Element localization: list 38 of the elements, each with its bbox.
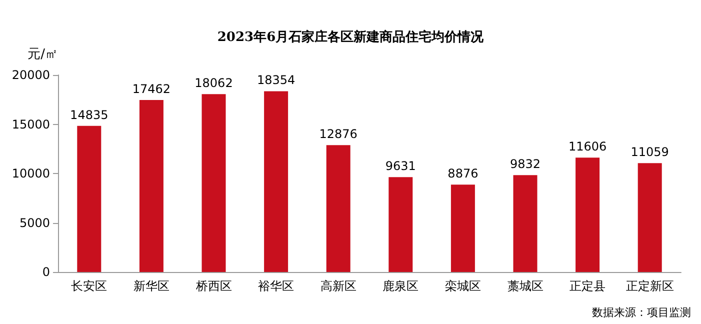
x-tick-label: 高新区 [320, 279, 356, 293]
bar [388, 177, 413, 272]
x-tick-label: 裕华区 [258, 279, 294, 293]
bar [576, 158, 600, 272]
data-label: 11606 [568, 140, 607, 154]
y-tick-label: 10000 [12, 166, 50, 180]
bar [264, 91, 288, 272]
data-label: 11059 [630, 145, 669, 160]
y-tick-label: 0 [42, 265, 50, 279]
data-label: 9832 [510, 157, 541, 172]
data-label: 18354 [256, 73, 296, 88]
x-tick-label: 桥西区 [194, 279, 232, 293]
y-axis-title: 元/㎡ [28, 47, 58, 62]
x-tick-label: 新华区 [133, 279, 170, 293]
data-label: 14835 [70, 108, 108, 122]
source-note: 数据来源：项目监测 [592, 306, 691, 319]
y-tick-label: 20000 [12, 68, 50, 82]
chart-title: 2023年6月石家庄各区新建商品住宅均价情况 [217, 29, 485, 45]
data-label: 17462 [132, 82, 171, 96]
x-tick-label: 正定新区 [626, 279, 674, 293]
data-label: 18062 [194, 76, 233, 90]
bar [139, 100, 164, 272]
bar [202, 94, 226, 272]
x-tick-label: 长安区 [71, 279, 108, 293]
x-tick-label: 藁城区 [507, 279, 544, 293]
bar [77, 126, 102, 272]
data-label: 8876 [448, 166, 478, 181]
y-tick-label: 5000 [19, 216, 50, 230]
data-label: 9631 [385, 159, 416, 174]
bar [513, 175, 538, 272]
data-label: 12876 [319, 127, 358, 142]
x-tick-label: 栾城区 [444, 279, 481, 293]
bar [450, 184, 475, 272]
x-tick-label: 鹿泉区 [382, 279, 419, 293]
bar [638, 163, 662, 272]
x-tick-label: 正定县 [570, 279, 606, 293]
y-tick-label: 15000 [12, 117, 50, 132]
bar [326, 145, 350, 272]
